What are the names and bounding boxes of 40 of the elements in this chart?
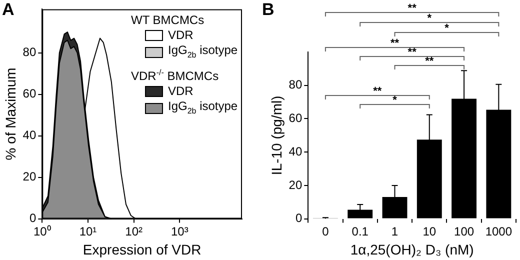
annotation: VDR$^{-/-}$ BMCMCs <box>131 66 220 84</box>
y-axis-title: IL-10 (pg/ml) <box>268 96 284 176</box>
y-tick-label: 20 <box>288 178 302 192</box>
chart-title: A <box>2 0 14 20</box>
y-tick-label: 60 <box>288 111 302 126</box>
legend-label: VDR <box>168 28 194 44</box>
annotation: ** <box>408 46 418 58</box>
legend-label: IgG$_{2b}$ isotype <box>168 43 238 62</box>
x-axis-title: 1α,25(OH)₂ D₃ (nM) <box>350 241 474 258</box>
y-tick-label: 60 <box>22 86 36 101</box>
x-tick-label: 1 <box>391 224 398 238</box>
x-tick-label: 10¹ <box>79 224 97 238</box>
legend-label: VDR <box>168 84 194 99</box>
y-tick-label: 20 <box>22 170 36 184</box>
x-tick-label: 10³ <box>170 224 188 238</box>
y-tick-label: 40 <box>288 144 302 158</box>
chart-title: B <box>262 0 274 20</box>
text: * <box>444 22 450 34</box>
y-tick-label: 0 <box>295 211 302 226</box>
y-axis-title: % of Maximum <box>2 68 18 160</box>
text: * <box>427 12 432 24</box>
legend-label: IgG$_{2b}$ isotype <box>168 98 238 117</box>
x-tick-label: 10 <box>422 224 436 238</box>
text: ** <box>408 2 418 14</box>
x-axis-title: Expression of VDR <box>82 241 202 258</box>
x-tick-label: 100 <box>454 224 474 238</box>
y-tick-label: 0 <box>29 211 36 226</box>
annotation: * <box>392 94 398 106</box>
y-tick-label: 80 <box>288 78 302 92</box>
x-tick-label: 0.1 <box>352 224 369 238</box>
y-tick-label: 40 <box>22 128 36 142</box>
y-tick-label: 80 <box>22 45 36 60</box>
text: ** <box>390 38 400 50</box>
legend-title: WT BMCMCs <box>131 13 206 28</box>
annotation: ** <box>373 86 382 98</box>
x-tick-label: 1000 <box>485 224 512 238</box>
x-tick-label: 10² <box>125 224 142 238</box>
annotation: ** <box>425 56 434 68</box>
x-tick-label: 0 <box>322 224 330 238</box>
x-tick-label: 10⁰ <box>33 224 51 238</box>
